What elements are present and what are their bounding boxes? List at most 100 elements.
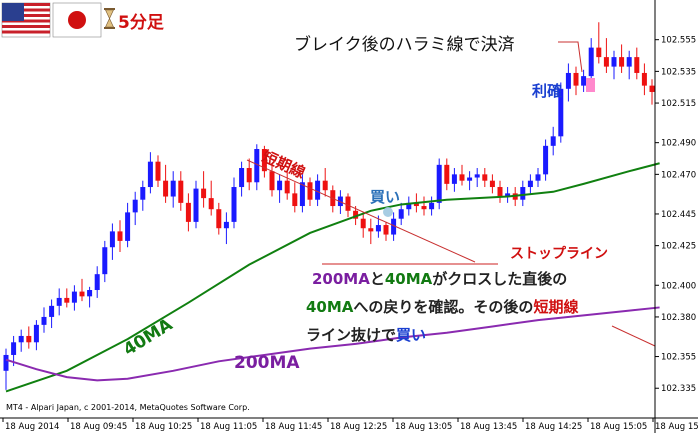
- candle-body: [292, 193, 298, 207]
- candle: [102, 240, 108, 283]
- hourglass-icon: [104, 8, 115, 29]
- candle-body: [201, 188, 207, 199]
- candle: [132, 191, 138, 226]
- candle: [33, 320, 39, 351]
- candle: [56, 288, 62, 316]
- y-tick-label: 102.400: [661, 281, 696, 291]
- candle-body: [163, 180, 169, 197]
- candle: [87, 286, 93, 308]
- candle: [315, 174, 321, 207]
- candle-body: [307, 182, 313, 200]
- x-tick-label: 18 Aug 14:25: [525, 422, 582, 432]
- candle: [284, 171, 290, 200]
- candle: [140, 180, 146, 211]
- candle-body: [482, 174, 488, 181]
- candle-body: [117, 231, 123, 241]
- candle: [383, 221, 389, 241]
- candle-body: [603, 57, 609, 67]
- candle: [49, 299, 55, 329]
- candle: [467, 171, 473, 191]
- candle-body: [140, 187, 146, 200]
- x-tick-label: 18 Aug 13:05: [395, 422, 452, 432]
- candle-body: [56, 297, 62, 306]
- candle-body: [353, 210, 359, 219]
- candle: [254, 144, 260, 191]
- note-pointer-line: [558, 41, 583, 73]
- candle: [299, 174, 305, 213]
- candle-body: [588, 47, 594, 77]
- candle: [71, 285, 77, 311]
- candle: [550, 126, 556, 156]
- exit-pointer-line: [611, 325, 656, 347]
- candle: [185, 193, 191, 232]
- candle-body: [505, 193, 511, 197]
- candle-body: [284, 180, 290, 194]
- candle: [307, 177, 313, 207]
- candle: [505, 187, 511, 203]
- explanation-line-1: 200MAと40MAがクロスした直後の: [312, 270, 567, 288]
- candle: [223, 212, 229, 245]
- candle: [626, 50, 632, 80]
- candle-body: [489, 180, 495, 188]
- candle: [292, 182, 298, 213]
- candle: [216, 202, 222, 235]
- x-tick-label: 18 Aug 2014: [5, 422, 59, 432]
- candle-body: [596, 47, 602, 58]
- y-tick-label: 102.470: [661, 170, 696, 180]
- x-tick-label: 18 Aug 11:45: [265, 422, 322, 432]
- candle-body: [26, 335, 32, 343]
- explanation-segment: 40MA: [306, 298, 354, 316]
- candle-body: [102, 247, 108, 275]
- candle: [634, 47, 640, 80]
- candle-body: [641, 72, 647, 86]
- candle-body: [109, 231, 115, 248]
- candle: [163, 164, 169, 203]
- candle: [18, 329, 24, 352]
- candle-body: [474, 174, 480, 178]
- candle-body: [322, 180, 328, 191]
- x-tick-label: 18 Aug 12:25: [330, 422, 387, 432]
- candle-body: [94, 274, 100, 291]
- candle-body: [573, 72, 579, 86]
- explanation-segment: 買い: [396, 326, 426, 344]
- ma200-label: 200MA: [234, 353, 300, 373]
- candle: [147, 152, 153, 194]
- y-tick-label: 102.335: [661, 384, 696, 394]
- candle-body: [543, 145, 549, 175]
- candle: [451, 168, 457, 192]
- candle: [535, 168, 541, 188]
- candle-body: [649, 85, 655, 92]
- candle-body: [497, 187, 503, 197]
- candle-body: [315, 180, 321, 200]
- x-axis-ticks: 18 Aug 2014 18 Aug 09:45 18 Aug 10:25 18 Au…: [2, 418, 698, 432]
- candle-body: [216, 209, 222, 229]
- y-tick-label: 102.445: [661, 210, 696, 220]
- candle-body: [41, 316, 47, 325]
- candle: [368, 218, 374, 245]
- candle: [543, 139, 549, 181]
- short-term-trendline: [246, 159, 476, 263]
- x-tick-label: 18 Aug 15:45: [655, 422, 698, 432]
- candle-body: [185, 202, 191, 222]
- y-tick-label: 102.490: [661, 139, 696, 149]
- candle: [603, 38, 609, 73]
- candle: [41, 307, 47, 333]
- candle-body: [550, 136, 556, 146]
- candle: [79, 278, 85, 302]
- explanation-segment: への戻りを確認。その後の: [353, 298, 533, 316]
- y-axis-ticks: 102.555 102.535 102.515 102.490 102.470 102.4…: [655, 36, 696, 394]
- candle-body: [132, 199, 138, 213]
- explanation-segment: がクロスした直後の: [432, 270, 567, 288]
- candle: [391, 212, 397, 241]
- candle: [201, 171, 207, 208]
- candle: [125, 202, 131, 248]
- candle: [497, 180, 503, 203]
- explanation-line-3: ライン抜けで買い: [306, 326, 426, 344]
- candle-body: [391, 218, 397, 235]
- candle: [26, 326, 32, 349]
- candle-body: [421, 206, 427, 210]
- candle-body: [11, 342, 17, 355]
- buy-label: 買い: [370, 188, 400, 206]
- y-tick-label: 102.515: [661, 99, 696, 109]
